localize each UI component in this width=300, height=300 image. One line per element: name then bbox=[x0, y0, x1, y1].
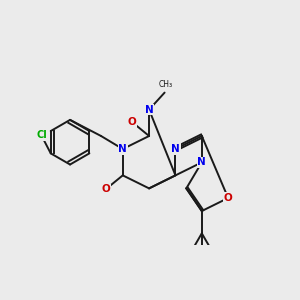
Text: O: O bbox=[224, 193, 233, 203]
Text: O: O bbox=[128, 117, 136, 127]
Text: N: N bbox=[145, 105, 154, 115]
Text: N: N bbox=[171, 144, 180, 154]
Text: O: O bbox=[101, 184, 110, 194]
Text: N: N bbox=[197, 157, 206, 167]
Text: N: N bbox=[118, 144, 127, 154]
Text: CH₃: CH₃ bbox=[158, 80, 172, 89]
Text: Cl: Cl bbox=[36, 130, 47, 140]
